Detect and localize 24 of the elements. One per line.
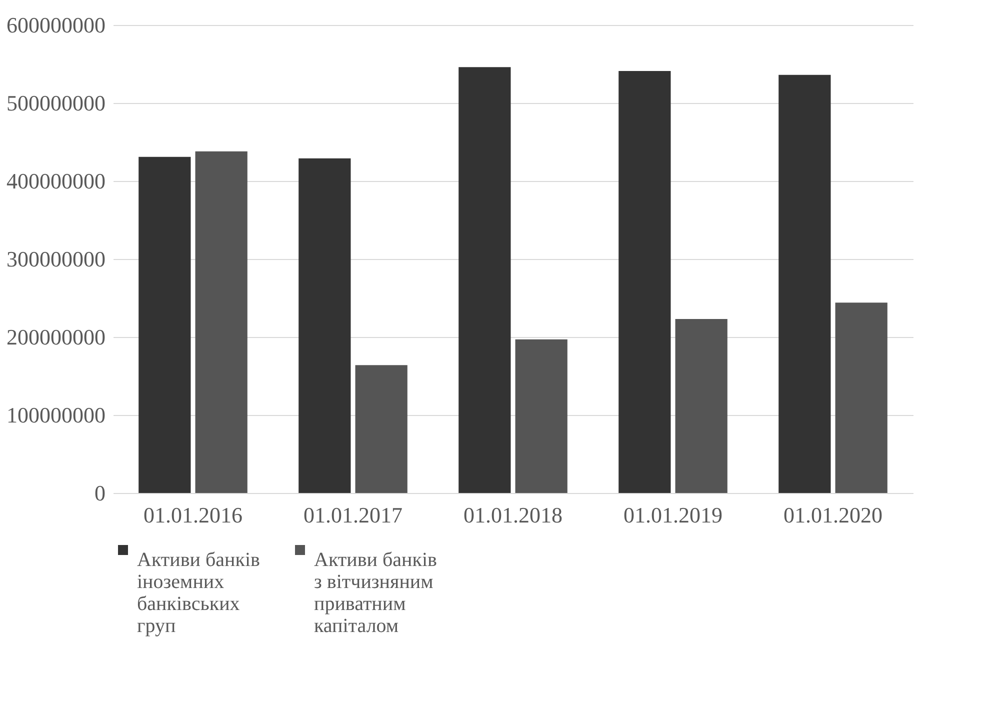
x-tick-label: 01.01.2016 (144, 502, 242, 528)
y-tick-label: 500000000 (6, 90, 106, 116)
bar (458, 67, 511, 493)
bar (355, 365, 408, 493)
y-tick-label: 100000000 (6, 402, 106, 428)
bar (618, 71, 671, 493)
bar (515, 339, 568, 493)
bar (778, 74, 831, 493)
bar (195, 151, 248, 493)
legend-label: Активи банків іноземних банківських груп (137, 549, 260, 637)
y-tick-label: 300000000 (6, 246, 106, 272)
x-tick-label: 01.01.2020 (784, 502, 882, 528)
bar (835, 302, 888, 493)
bar (675, 319, 728, 493)
bar (298, 158, 351, 493)
y-tick-label: 400000000 (6, 168, 106, 194)
bar (138, 156, 191, 493)
x-tick-label: 01.01.2018 (464, 502, 562, 528)
y-tick-label: 200000000 (6, 324, 106, 350)
y-tick-label: 0 (94, 480, 106, 506)
x-tick-label: 01.01.2019 (624, 502, 722, 528)
legend-label: Активи банків з вітчизняним приватним капіталом (314, 549, 437, 637)
y-tick-label: 600000000 (6, 12, 106, 38)
x-tick-label: 01.01.2017 (304, 502, 402, 528)
